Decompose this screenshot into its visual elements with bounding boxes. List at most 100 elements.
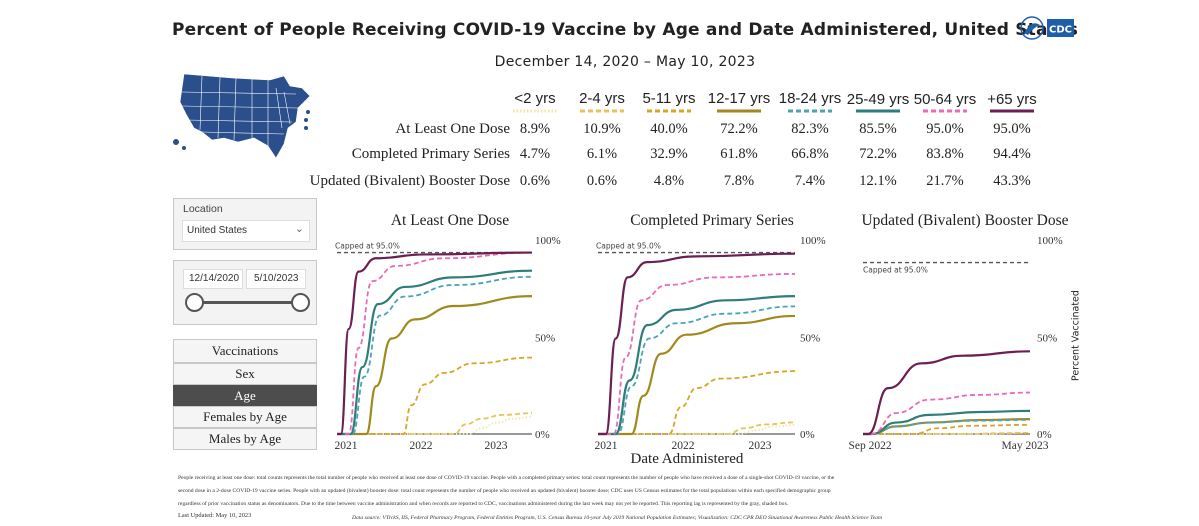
x-tick-label: 2021 xyxy=(335,440,358,452)
table-cell: 82.3% xyxy=(791,121,829,137)
age-header-12-17: 12-17 yrs xyxy=(707,90,771,107)
series-line-50-64-yrs xyxy=(337,251,533,435)
y-tick-label: 0% xyxy=(800,429,815,441)
table-cell: 85.5% xyxy=(859,121,897,137)
series-line-18-24-yrs xyxy=(337,275,533,435)
cap-annotation: Capped at 95.0% xyxy=(335,242,400,251)
y-tick-label: 50% xyxy=(535,333,555,345)
svg-text:CDC: CDC xyxy=(1049,25,1072,36)
table-cell: 43.3% xyxy=(993,173,1031,189)
cdc-logo: CDC xyxy=(1020,15,1076,43)
row-label-booster: Updated (Bivalent) Booster Dose xyxy=(309,173,510,189)
chart-title-booster: Updated (Bivalent) Booster Dose xyxy=(861,212,1069,229)
table-cell: 95.0% xyxy=(926,121,964,137)
last-updated: Last Updated: May 10, 2023 xyxy=(178,512,252,519)
view-option-males-by-age[interactable]: Males by Age xyxy=(173,428,317,450)
age-header-18-24: 18-24 yrs xyxy=(778,90,842,107)
series-line-12-17-yrs xyxy=(598,314,796,436)
series-line--2-yrs xyxy=(337,416,533,435)
series-line-12-17-yrs xyxy=(337,294,533,436)
start-date-value: 12/14/2020 xyxy=(189,273,240,284)
table-cell: 6.1% xyxy=(586,146,618,162)
x-axis-label: Date Administered xyxy=(630,451,744,467)
age-header-50-64: 50-64 yrs xyxy=(913,91,977,108)
y-tick-label: 100% xyxy=(535,235,561,247)
cap-annotation: Capped at 95.0% xyxy=(596,242,661,251)
view-option-vaccinations[interactable]: Vaccinations xyxy=(173,339,317,363)
date-slider-track[interactable] xyxy=(194,301,300,304)
x-tick-label: Sep 2022 xyxy=(848,440,891,452)
end-date-input[interactable]: 5/10/2023 xyxy=(246,269,306,289)
series-line--65-yrs xyxy=(337,251,533,436)
series-line-2-4-yrs xyxy=(863,431,1031,435)
footnote-line-3: regardless of prior vaccination status a… xyxy=(178,501,789,507)
row-label-primary-series: Completed Primary Series xyxy=(351,146,510,162)
series-line-5-11-yrs xyxy=(337,356,533,435)
table-cell: 10.9% xyxy=(583,121,621,137)
date-slider-end-handle[interactable] xyxy=(291,293,310,312)
y-tick-label: 0% xyxy=(535,429,550,441)
x-tick-label: 2021 xyxy=(595,440,618,452)
series-line-18-24-yrs xyxy=(863,418,1031,435)
table-cell: 0.6% xyxy=(519,173,551,189)
start-date-input[interactable]: 12/14/2020 xyxy=(183,269,243,289)
table-cell: 12.1% xyxy=(859,173,897,189)
table-cell: 8.9% xyxy=(519,121,551,137)
series-line-25-49-yrs xyxy=(598,294,796,436)
age-header-65plus: +65 yrs xyxy=(987,91,1037,108)
x-tick-label: 2022 xyxy=(410,440,433,452)
x-tick-label: 2022 xyxy=(672,440,695,452)
date-range-subtitle: December 14, 2020 – May 10, 2023 xyxy=(494,54,756,70)
series-line--2-yrs xyxy=(598,424,796,435)
end-date-value: 5/10/2023 xyxy=(254,273,299,284)
table-cell: 7.8% xyxy=(723,173,755,189)
series-line-5-11-yrs xyxy=(863,423,1031,435)
row-label-one-dose: At Least One Dose xyxy=(395,121,510,137)
footnote-line-2: second dose in a 2-dose COVID-19 vaccine… xyxy=(178,488,831,494)
table-cell: 83.8% xyxy=(926,146,964,162)
age-header-25-49: 25-49 yrs xyxy=(846,91,910,108)
x-tick-label: 2023 xyxy=(749,440,772,452)
table-cell: 21.7% xyxy=(926,173,964,189)
view-option-sex[interactable]: Sex xyxy=(173,363,317,385)
x-tick-label: 2023 xyxy=(485,440,508,452)
table-cell: 40.0% xyxy=(650,121,688,137)
page-title: Percent of People Receiving COVID-19 Vac… xyxy=(171,20,1079,40)
series-line-25-49-yrs xyxy=(337,269,533,436)
y-tick-label: 100% xyxy=(1037,235,1063,247)
table-cell: 7.4% xyxy=(794,173,826,189)
cap-annotation: Capped at 95.0% xyxy=(863,266,928,275)
series-line-2-4-yrs xyxy=(337,412,533,435)
view-option-females-by-age[interactable]: Females by Age xyxy=(173,406,317,428)
y-axis-label: Percent Vaccinated xyxy=(1070,290,1082,381)
table-cell: 4.8% xyxy=(653,173,685,189)
series-line-50-64-yrs xyxy=(598,273,796,435)
date-range-filter: 12/14/2020 5/10/2023 xyxy=(173,260,317,325)
data-source: Data source: VTrckS, IIS, Federal Pharma… xyxy=(352,515,882,521)
chart-title-one-dose: At Least One Dose xyxy=(390,212,510,229)
table-cell: 66.8% xyxy=(791,146,829,162)
location-value: United States xyxy=(187,225,248,236)
table-cell: 94.4% xyxy=(993,146,1031,162)
location-dropdown[interactable]: United States ⌄ xyxy=(182,220,310,242)
table-cell: 32.9% xyxy=(650,146,688,162)
y-tick-label: 50% xyxy=(800,333,820,345)
footnote-line-1: People receiving at least one dose: tota… xyxy=(178,475,835,481)
y-tick-label: 0% xyxy=(1037,429,1052,441)
age-header-lt2: <2 yrs xyxy=(514,90,556,107)
date-slider-start-handle[interactable] xyxy=(185,293,204,312)
chevron-down-icon: ⌄ xyxy=(294,223,304,235)
chart-0: Capped at 95.0% 100% 50% 0% 2021 2022 2023 xyxy=(335,235,561,452)
series-line-18-24-yrs xyxy=(598,305,796,435)
table-cell: 72.2% xyxy=(859,146,897,162)
table-cell: 0.6% xyxy=(586,173,618,189)
chart-title-primary-series: Completed Primary Series xyxy=(630,212,794,229)
table-cell: 72.2% xyxy=(720,121,758,137)
table-cell: 61.8% xyxy=(720,146,758,162)
y-tick-label: 100% xyxy=(800,235,826,247)
location-label: Location xyxy=(183,203,223,215)
us-map-icon[interactable] xyxy=(172,68,314,162)
series-line-5-11-yrs xyxy=(598,370,796,435)
series-line--65-yrs xyxy=(863,350,1031,436)
